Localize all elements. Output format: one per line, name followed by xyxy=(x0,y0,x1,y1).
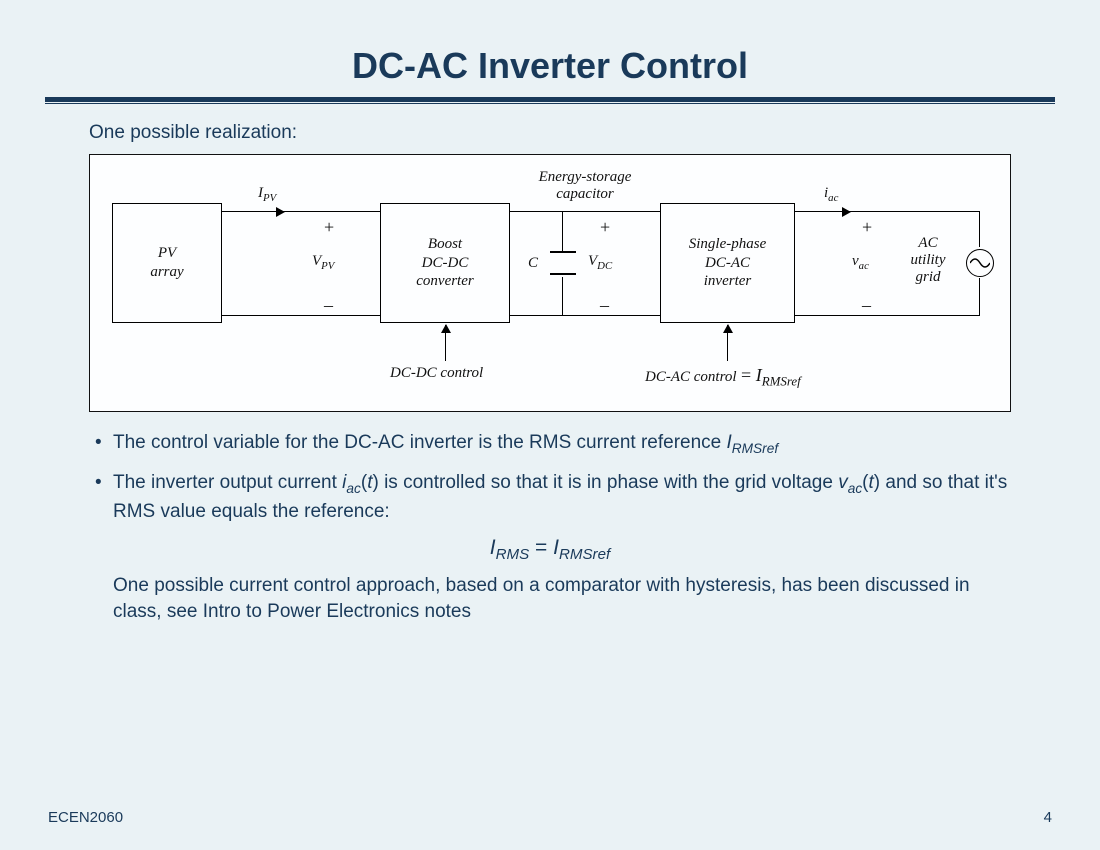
label-c: C xyxy=(528,255,538,272)
label-vpv: VPV xyxy=(312,253,334,272)
label-cap-title: Energy-storagecapacitor xyxy=(510,169,660,203)
label-dcdc-ctrl: DC-DC control xyxy=(390,365,483,382)
label-vdc: VDC xyxy=(588,253,612,272)
page-title: DC-AC Inverter Control xyxy=(45,45,1055,87)
label-vac: vac xyxy=(852,253,869,272)
footer-page-number: 4 xyxy=(1044,809,1052,826)
arrow-dcac-ctrl xyxy=(727,325,728,361)
block-inverter: Single-phaseDC-ACinverter xyxy=(660,203,795,323)
wire xyxy=(222,211,380,212)
wire xyxy=(510,211,660,212)
arrow-ipv xyxy=(248,211,284,212)
label-plus: + xyxy=(324,217,334,238)
wire xyxy=(562,277,563,315)
wire xyxy=(562,211,563,251)
label-ipv: IPV xyxy=(258,185,276,204)
cap-plate xyxy=(550,273,576,275)
equation: IRMS = IRMSref xyxy=(45,536,1055,563)
label-minus: – xyxy=(324,295,333,316)
label-grid: ACutilitygrid xyxy=(900,235,956,286)
wire xyxy=(222,315,380,316)
wire xyxy=(979,278,980,316)
bullet-list: The control variable for the DC-AC inver… xyxy=(87,430,1013,524)
title-rule-thin xyxy=(45,103,1055,104)
slide: DC-AC Inverter Control One possible real… xyxy=(45,45,1055,805)
arrow-iac xyxy=(814,211,850,212)
subheading: One possible realization: xyxy=(89,122,1055,144)
followup-text: One possible current control approach, b… xyxy=(113,573,1013,624)
label-iac: iac xyxy=(824,185,838,204)
wire xyxy=(979,211,980,247)
bullet-1: The control variable for the DC-AC inver… xyxy=(87,430,1013,458)
footer-course: ECEN2060 xyxy=(48,809,123,826)
block-boost: BoostDC-DCconverter xyxy=(380,203,510,323)
cap-plate xyxy=(550,251,576,253)
wire xyxy=(510,315,660,316)
ac-source-icon xyxy=(966,249,994,277)
label-plus: + xyxy=(600,217,610,238)
label-minus: – xyxy=(600,295,609,316)
block-diagram: PVarray IPV + VPV – BoostDC-DCconverter … xyxy=(89,154,1011,412)
block-pv-array: PVarray xyxy=(112,203,222,323)
wire xyxy=(795,315,980,316)
label-dcac-ctrl: DC-AC control = IRMSref xyxy=(645,365,801,390)
arrow-dcdc-ctrl xyxy=(445,325,446,361)
label-minus: – xyxy=(862,295,871,316)
label-plus: + xyxy=(862,217,872,238)
bullet-2: The inverter output current iac(t) is co… xyxy=(87,470,1013,524)
title-rule-thick xyxy=(45,97,1055,102)
